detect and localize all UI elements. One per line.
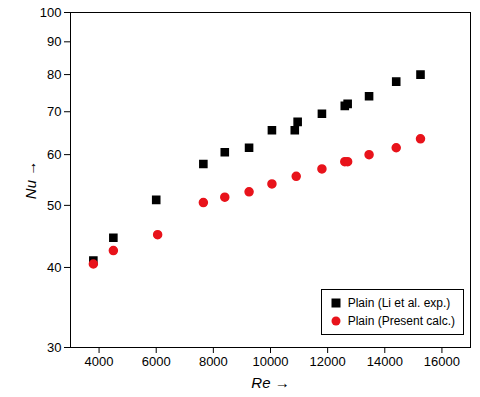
- svg-text:12000: 12000: [310, 354, 346, 369]
- svg-text:Nu →: Nu →: [22, 161, 39, 199]
- svg-text:4000: 4000: [85, 354, 114, 369]
- svg-text:80: 80: [47, 67, 61, 82]
- svg-text:10000: 10000: [252, 354, 288, 369]
- svg-text:16000: 16000: [424, 354, 460, 369]
- svg-text:60: 60: [47, 147, 61, 162]
- svg-text:6000: 6000: [142, 354, 171, 369]
- svg-text:100: 100: [40, 5, 62, 20]
- svg-text:8000: 8000: [199, 354, 228, 369]
- html-text:Plain (Present calc.): Plain (Present calc.): [347, 314, 455, 328]
- svg-text:Re →: Re →: [251, 374, 289, 391]
- svg-text:50: 50: [47, 198, 61, 213]
- svg-text:30: 30: [47, 340, 61, 355]
- svg-text:70: 70: [47, 104, 61, 119]
- svg-text:40: 40: [47, 260, 61, 275]
- html-text:Plain (Li et al. exp.): Plain (Li et al. exp.): [347, 296, 451, 310]
- svg-text:90: 90: [47, 34, 61, 49]
- svg-text:14000: 14000: [367, 354, 403, 369]
